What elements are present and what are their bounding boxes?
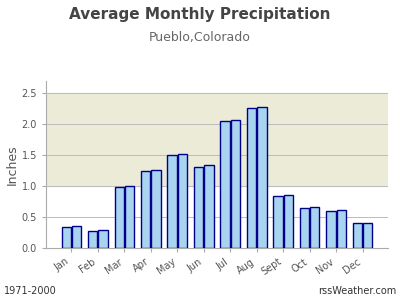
Bar <box>326 211 336 248</box>
Bar <box>363 223 372 248</box>
Bar <box>220 121 230 248</box>
Bar <box>353 224 362 248</box>
Bar <box>125 186 134 247</box>
Bar <box>231 121 240 248</box>
Bar <box>178 154 187 248</box>
Bar <box>62 227 71 247</box>
Text: Average Monthly Precipitation: Average Monthly Precipitation <box>69 8 331 22</box>
Bar <box>194 167 203 248</box>
Bar <box>274 196 283 247</box>
Bar <box>300 208 309 247</box>
Bar <box>337 210 346 248</box>
Bar <box>141 171 150 247</box>
Bar <box>46 93 388 186</box>
Bar <box>72 226 81 248</box>
Bar <box>168 155 177 247</box>
Text: Pueblo,Colorado: Pueblo,Colorado <box>149 32 251 44</box>
Text: rssWeather.com: rssWeather.com <box>318 286 396 296</box>
Bar <box>284 195 293 247</box>
Bar <box>98 230 108 247</box>
Text: 1971-2000: 1971-2000 <box>4 286 57 296</box>
Bar <box>151 170 160 248</box>
Bar <box>247 108 256 248</box>
Y-axis label: Inches: Inches <box>6 144 19 184</box>
Bar <box>204 166 214 248</box>
Bar <box>257 107 266 248</box>
Bar <box>114 187 124 247</box>
Bar <box>88 231 97 247</box>
Bar <box>310 207 320 248</box>
